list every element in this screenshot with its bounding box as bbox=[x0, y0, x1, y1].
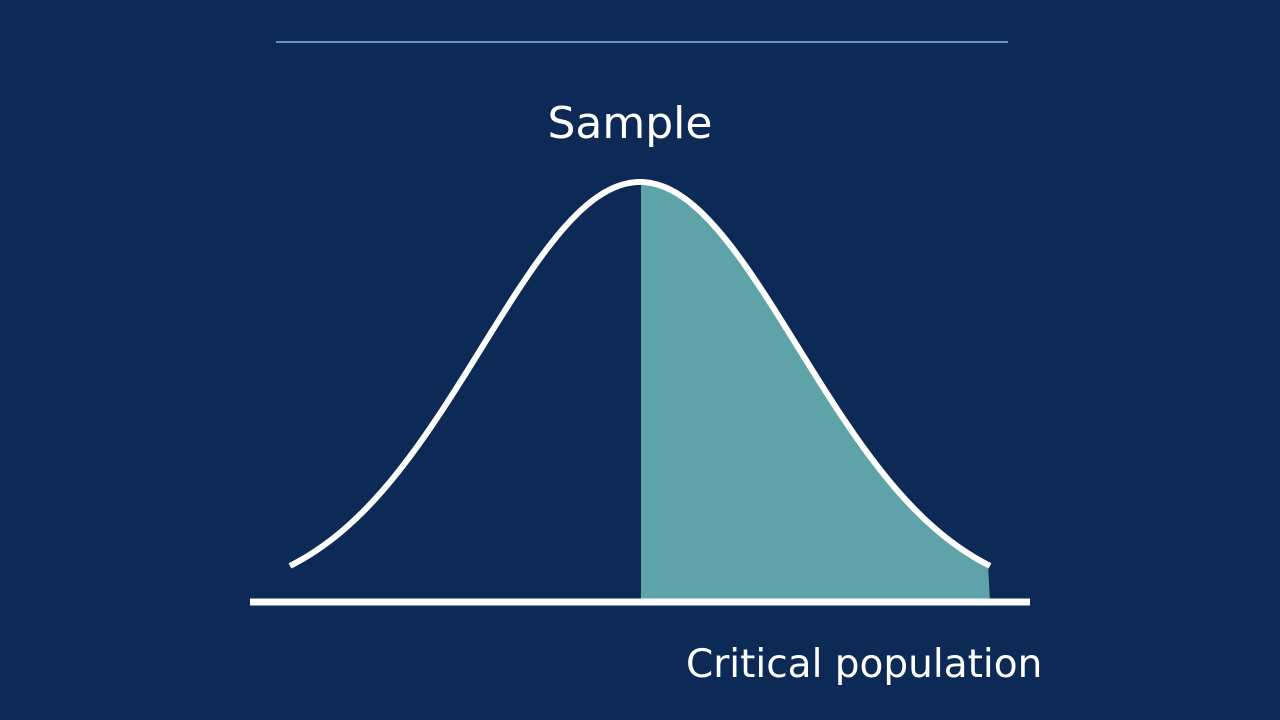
bell-curve bbox=[288, 179, 992, 569]
bottom-label: Critical population bbox=[686, 642, 1042, 687]
top-label: Sample bbox=[548, 98, 713, 149]
